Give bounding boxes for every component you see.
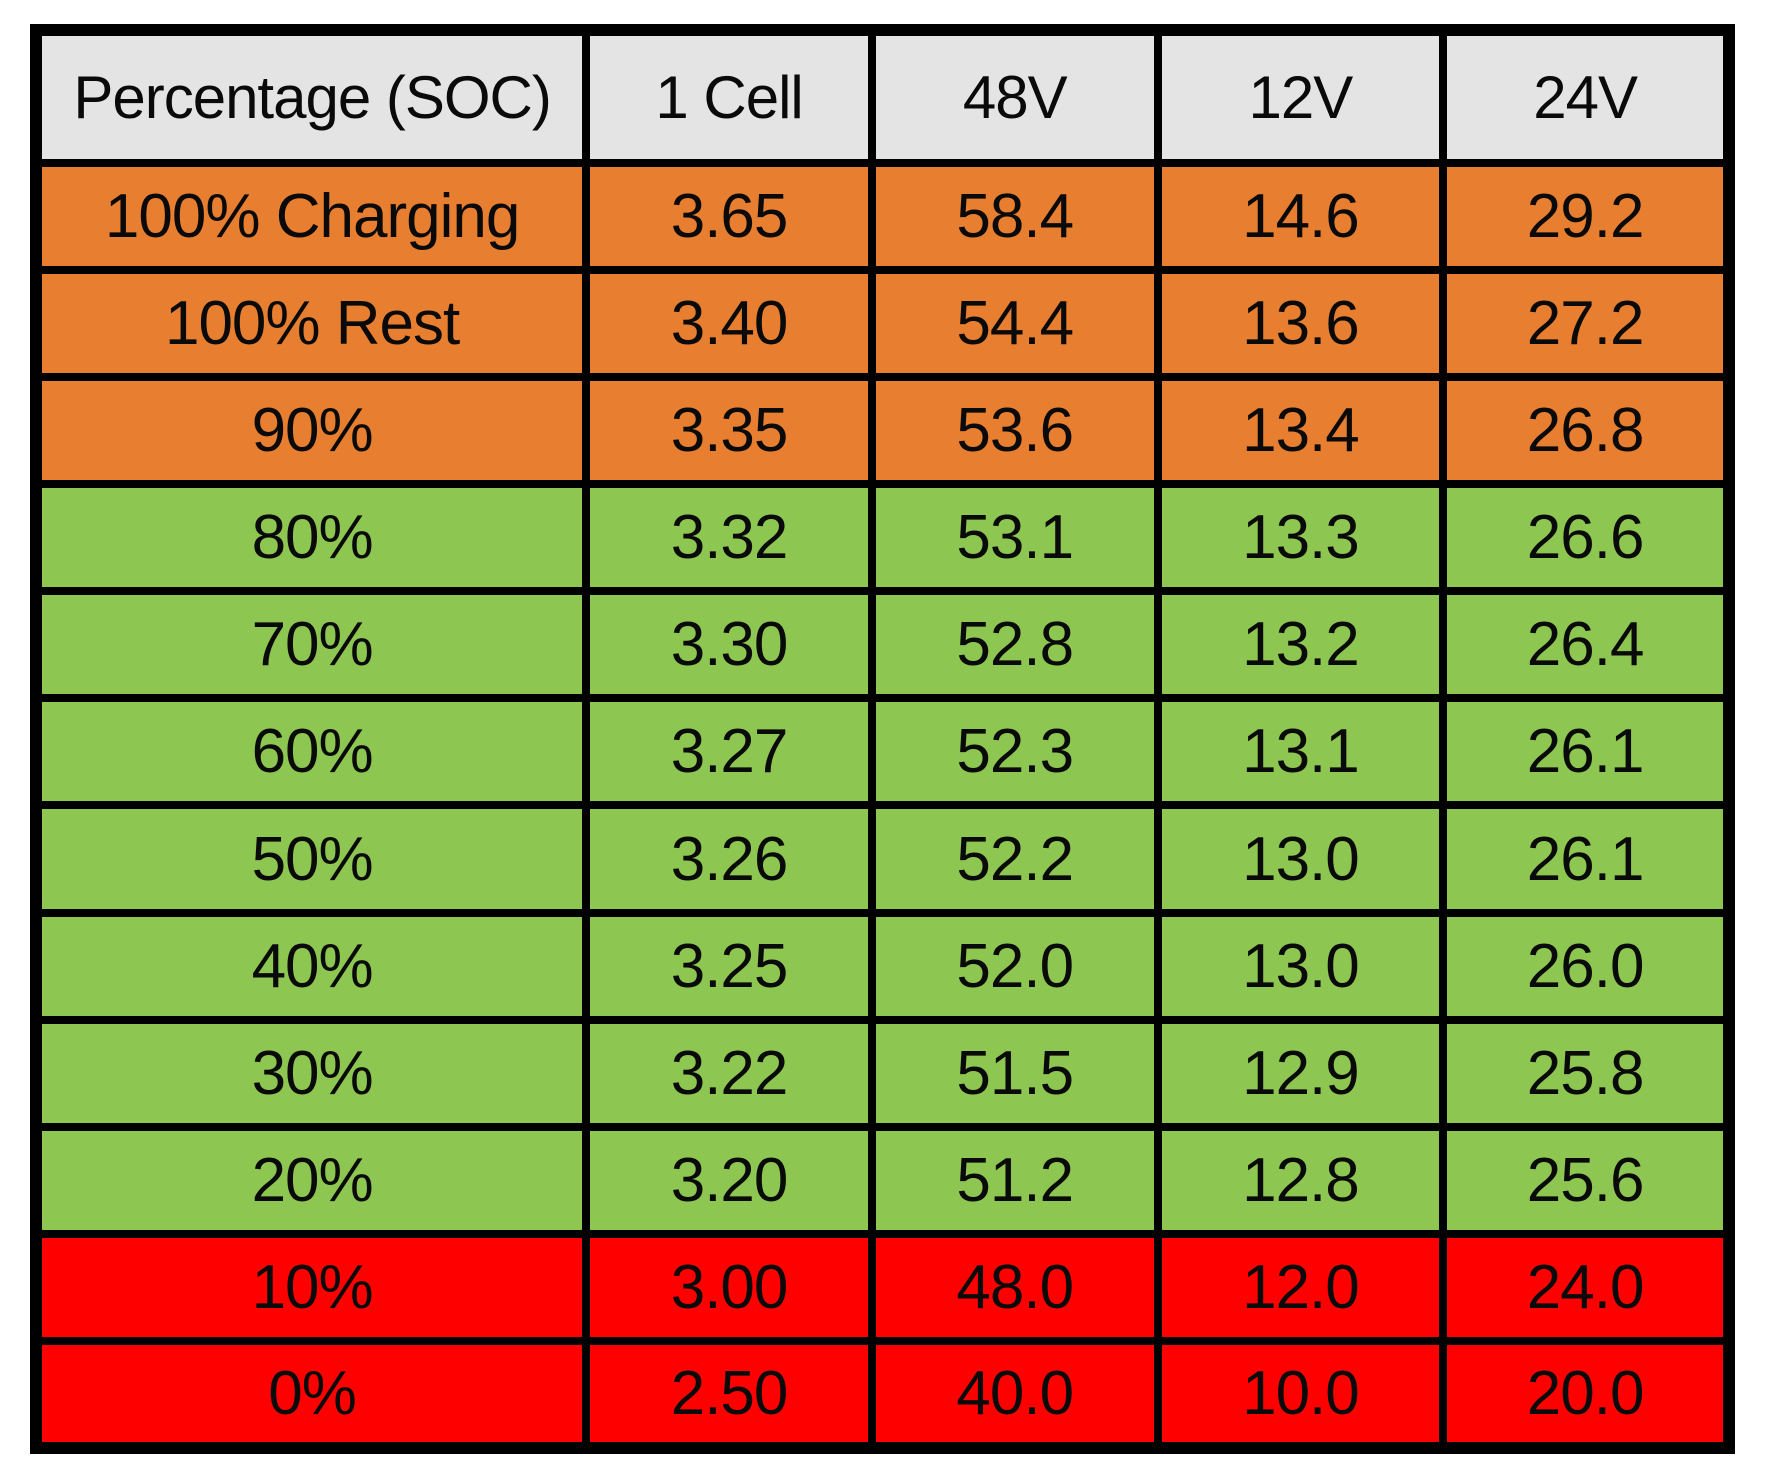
voltage-value-cell: 20.0: [1439, 1336, 1733, 1453]
voltage-value-cell: 48.0: [867, 1229, 1162, 1345]
voltage-value-cell: 3.27: [582, 694, 876, 810]
column-header-12v: 12V: [1153, 26, 1448, 167]
voltage-value-cell: 3.22: [582, 1015, 876, 1131]
row-label-cell: 10%: [31, 1229, 591, 1345]
voltage-value-cell: 3.00: [582, 1229, 876, 1345]
voltage-value-cell: 53.1: [867, 480, 1162, 596]
row-label-cell: 50%: [31, 801, 591, 917]
table-row: 50% 3.26 52.2 13.0 26.1: [31, 801, 1733, 917]
voltage-value-cell: 51.5: [867, 1015, 1162, 1131]
voltage-value-cell: 26.6: [1439, 480, 1733, 596]
voltage-value-cell: 52.8: [867, 587, 1162, 703]
table-row: 30% 3.22 51.5 12.9 25.8: [31, 1015, 1733, 1131]
voltage-value-cell: 12.0: [1153, 1229, 1448, 1345]
voltage-value-cell: 25.8: [1439, 1015, 1733, 1131]
voltage-value-cell: 54.4: [867, 266, 1162, 382]
voltage-value-cell: 2.50: [582, 1336, 876, 1453]
voltage-value-cell: 3.32: [582, 480, 876, 596]
voltage-value-cell: 26.1: [1439, 694, 1733, 810]
table-row: 100% Rest 3.40 54.4 13.6 27.2: [31, 266, 1733, 382]
voltage-value-cell: 25.6: [1439, 1122, 1733, 1238]
column-header-percentage-soc: Percentage (SOC): [31, 26, 591, 167]
voltage-value-cell: 14.6: [1153, 158, 1448, 275]
table-row: 40% 3.25 52.0 13.0 26.0: [31, 908, 1733, 1024]
table-row: 60% 3.27 52.3 13.1 26.1: [31, 694, 1733, 810]
voltage-value-cell: 26.8: [1439, 373, 1733, 489]
voltage-value-cell: 13.0: [1153, 908, 1448, 1024]
voltage-value-cell: 13.3: [1153, 480, 1448, 596]
voltage-value-cell: 29.2: [1439, 158, 1733, 275]
voltage-value-cell: 26.1: [1439, 801, 1733, 917]
voltage-value-cell: 13.4: [1153, 373, 1448, 489]
row-label-cell: 80%: [31, 480, 591, 596]
voltage-value-cell: 53.6: [867, 373, 1162, 489]
voltage-value-cell: 58.4: [867, 158, 1162, 275]
voltage-value-cell: 51.2: [867, 1122, 1162, 1238]
column-header-24v: 24V: [1439, 26, 1733, 167]
voltage-value-cell: 13.1: [1153, 694, 1448, 810]
table-row: 20% 3.20 51.2 12.8 25.6: [31, 1122, 1733, 1238]
voltage-value-cell: 52.3: [867, 694, 1162, 810]
row-label-cell: 100% Charging: [31, 158, 591, 275]
voltage-value-cell: 3.25: [582, 908, 876, 1024]
table-header-row: Percentage (SOC) 1 Cell 48V 12V 24V: [31, 26, 1733, 167]
column-header-48v: 48V: [867, 26, 1162, 167]
voltage-value-cell: 52.2: [867, 801, 1162, 917]
voltage-value-cell: 12.8: [1153, 1122, 1448, 1238]
voltage-value-cell: 24.0: [1439, 1229, 1733, 1345]
table-row: 10% 3.00 48.0 12.0 24.0: [31, 1229, 1733, 1345]
voltage-value-cell: 40.0: [867, 1336, 1162, 1453]
table-row: 90% 3.35 53.6 13.4 26.8: [31, 373, 1733, 489]
row-label-cell: 0%: [31, 1336, 591, 1453]
soc-voltage-table: Percentage (SOC) 1 Cell 48V 12V 24V 100%…: [30, 24, 1735, 1454]
row-label-cell: 60%: [31, 694, 591, 810]
row-label-cell: 100% Rest: [31, 266, 591, 382]
voltage-value-cell: 26.0: [1439, 908, 1733, 1024]
voltage-value-cell: 3.40: [582, 266, 876, 382]
column-header-1-cell: 1 Cell: [582, 26, 876, 167]
voltage-value-cell: 52.0: [867, 908, 1162, 1024]
voltage-value-cell: 3.30: [582, 587, 876, 703]
voltage-value-cell: 3.35: [582, 373, 876, 489]
voltage-value-cell: 26.4: [1439, 587, 1733, 703]
row-label-cell: 40%: [31, 908, 591, 1024]
voltage-value-cell: 10.0: [1153, 1336, 1448, 1453]
voltage-value-cell: 3.26: [582, 801, 876, 917]
voltage-value-cell: 27.2: [1439, 266, 1733, 382]
voltage-value-cell: 3.65: [582, 158, 876, 275]
table-row: 100% Charging 3.65 58.4 14.6 29.2: [31, 158, 1733, 275]
table-row: 70% 3.30 52.8 13.2 26.4: [31, 587, 1733, 703]
row-label-cell: 70%: [31, 587, 591, 703]
table-row: 80% 3.32 53.1 13.3 26.6: [31, 480, 1733, 596]
voltage-value-cell: 13.6: [1153, 266, 1448, 382]
voltage-value-cell: 3.20: [582, 1122, 876, 1238]
table-row: 0% 2.50 40.0 10.0 20.0: [31, 1336, 1733, 1453]
row-label-cell: 20%: [31, 1122, 591, 1238]
row-label-cell: 90%: [31, 373, 591, 489]
voltage-value-cell: 13.2: [1153, 587, 1448, 703]
voltage-value-cell: 13.0: [1153, 801, 1448, 917]
voltage-value-cell: 12.9: [1153, 1015, 1448, 1131]
row-label-cell: 30%: [31, 1015, 591, 1131]
table-body: 100% Charging 3.65 58.4 14.6 29.2 100% Rest 3.…: [31, 158, 1733, 1453]
